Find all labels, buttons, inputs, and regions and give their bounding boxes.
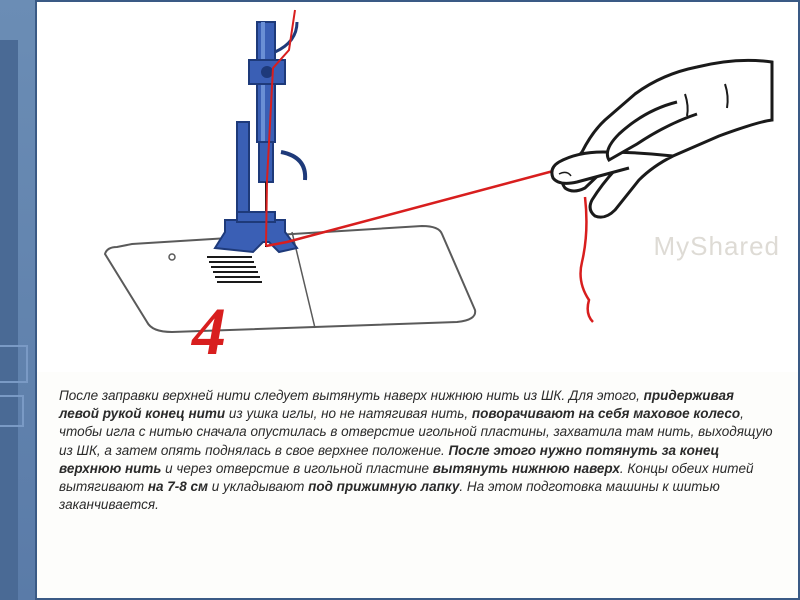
instruction-paragraph: После заправки верхней нити следует вытя… xyxy=(59,387,777,515)
sewing-illustration xyxy=(37,2,798,372)
text-bold: вытянуть нижнюю наверх xyxy=(433,461,620,476)
content-panel: 4 MyShared После заправки верхней нити с… xyxy=(35,0,800,600)
text-run: После заправки верхней нити следует вытя… xyxy=(59,388,644,403)
machine-head xyxy=(215,22,305,252)
illustration-area: 4 MyShared xyxy=(37,2,798,372)
left-accent-bar xyxy=(0,40,18,600)
text-run: из ушка иглы, но не натягивая нить, xyxy=(225,406,472,421)
text-bold: на 7-8 см xyxy=(148,479,208,494)
text-run: и укладывают xyxy=(208,479,308,494)
watermark-text: MyShared xyxy=(654,231,781,262)
text-bold: под прижимную лапку xyxy=(308,479,459,494)
slide-background: 4 MyShared После заправки верхней нити с… xyxy=(0,0,800,600)
step-number: 4 xyxy=(192,292,226,371)
left-decoration-box-1 xyxy=(0,345,28,383)
text-run: и через отверстие в игольной пластине xyxy=(161,461,432,476)
left-decoration-box-2 xyxy=(0,395,24,427)
text-bold: поворачивают на себя маховое колесо xyxy=(472,406,740,421)
hand xyxy=(552,60,772,217)
